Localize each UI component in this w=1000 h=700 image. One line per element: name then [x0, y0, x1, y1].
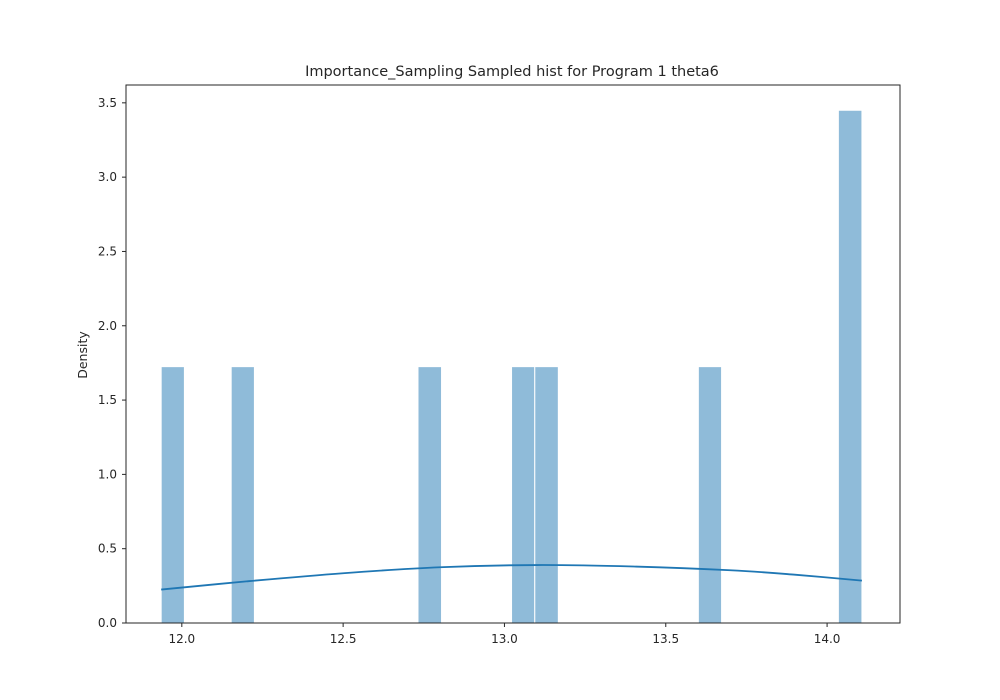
y-tick-label: 1.0 [98, 467, 117, 481]
y-axis-label: Density [75, 331, 90, 379]
y-tick-label: 3.5 [98, 96, 117, 110]
x-tick-label: 12.0 [168, 632, 195, 646]
kde-group [161, 564, 863, 591]
histogram-bar [230, 366, 255, 624]
y-tick-label: 2.5 [98, 244, 117, 258]
x-tick-label: 14.0 [814, 632, 841, 646]
bars-group [160, 109, 863, 624]
histogram-bar [511, 366, 536, 624]
y-tick-label: 2.0 [98, 319, 117, 333]
histogram-bar [160, 366, 185, 624]
y-tick-label: 3.0 [98, 170, 117, 184]
x-tick-label: 13.5 [652, 632, 679, 646]
x-tick-label: 13.0 [491, 632, 518, 646]
y-tick-label: 0.0 [98, 616, 117, 630]
histogram-bar [534, 366, 559, 624]
y-tick-label: 0.5 [98, 542, 117, 556]
histogram-bar [417, 366, 443, 624]
y-tick-label: 1.5 [98, 393, 117, 407]
plot-area-frame [125, 84, 901, 624]
ticks-group: 12.0 12.5 13.0 13.5 14.0 0.0 0.5 1.0 1.5 2.0 2.5 3.… [98, 96, 841, 646]
histogram-bar [837, 109, 863, 624]
histogram-bar [697, 366, 723, 624]
x-tick-label: 12.5 [330, 632, 357, 646]
kde-line [161, 564, 863, 591]
chart-title: Importance_Sampling Sampled hist for Pro… [305, 64, 719, 80]
